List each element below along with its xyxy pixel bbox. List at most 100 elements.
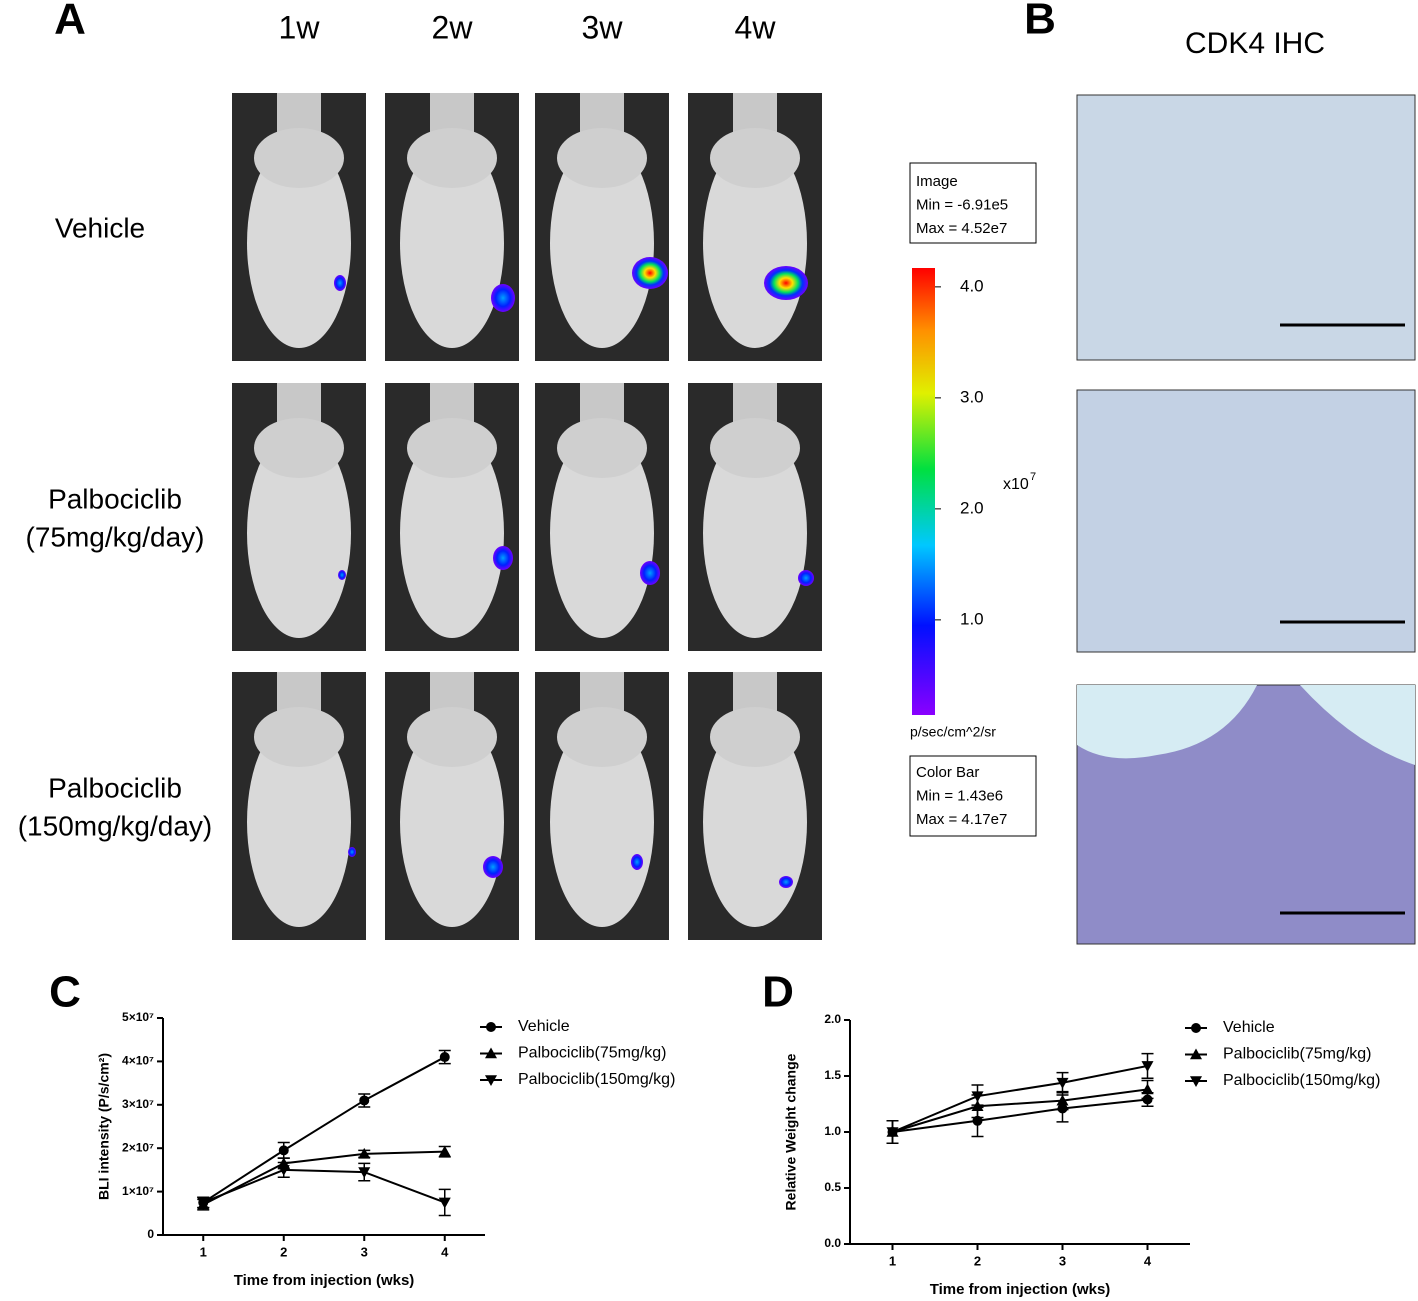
holder: [580, 383, 624, 423]
mouse-head: [557, 128, 647, 188]
holder: [733, 383, 777, 423]
legend-label: Vehicle: [1223, 1019, 1275, 1036]
marker: [486, 1022, 496, 1032]
y-tick-label: 3×10⁷: [122, 1097, 154, 1111]
marker: [1141, 1061, 1154, 1072]
signal: [338, 570, 346, 580]
ihc-images: [1076, 94, 1416, 945]
panel-label: C: [49, 968, 81, 1017]
column-label: 1w: [279, 9, 321, 45]
y-tick-label: 1.5: [824, 1068, 841, 1082]
mouse: [550, 428, 654, 638]
x-tick-label: 1: [889, 1253, 896, 1268]
marker: [1056, 1077, 1069, 1089]
x-tick-label: 2: [280, 1244, 287, 1259]
signal: [334, 275, 346, 291]
mouse: [400, 138, 504, 348]
signal: [632, 257, 668, 289]
color-bar-tick-label: 3.0: [960, 387, 984, 406]
y-tick-label: 1.0: [824, 1124, 841, 1138]
mouse-head: [254, 128, 344, 188]
y-tick-label: 0.5: [824, 1180, 841, 1194]
ihc-image: [1076, 389, 1416, 653]
holder: [733, 672, 777, 712]
holder: [277, 383, 321, 423]
holder: [580, 672, 624, 712]
marker: [438, 1145, 451, 1157]
y-tick-label: 2×10⁷: [122, 1140, 154, 1154]
y-tick-label: 0: [147, 1227, 154, 1241]
panel-label: D: [762, 968, 794, 1017]
marker: [197, 1197, 210, 1209]
mouse-head: [254, 418, 344, 478]
row-label: Vehicle: [55, 212, 145, 243]
x-tick-label: 3: [1059, 1253, 1066, 1268]
marker: [485, 1075, 497, 1086]
marker: [1141, 1083, 1154, 1095]
marker: [972, 1115, 983, 1126]
marker: [358, 1147, 371, 1159]
signal: [764, 266, 808, 300]
mouse: [703, 428, 807, 638]
legend-label: Palbociclib(150mg/kg): [518, 1071, 675, 1088]
signal: [631, 854, 643, 870]
y-axis-label: Relative Weight change: [783, 1053, 799, 1210]
holder: [430, 383, 474, 423]
column-label: 2w: [432, 9, 474, 45]
row-label: (150mg/kg/day): [18, 810, 213, 841]
series-line: [892, 1088, 1148, 1133]
holder: [277, 672, 321, 712]
mouse-head: [407, 128, 497, 188]
series-line: [892, 1064, 1148, 1133]
color-bar-exponent: 7: [1030, 471, 1036, 483]
info-text: Color Bar: [916, 764, 979, 781]
marker: [439, 1052, 450, 1063]
info-text: Image: [916, 173, 958, 190]
marker: [1191, 1023, 1201, 1033]
mouse: [247, 717, 351, 927]
signal: [798, 570, 814, 586]
row-label: (75mg/kg/day): [26, 521, 205, 552]
x-tick-label: 4: [1144, 1253, 1152, 1268]
column-label: 4w: [735, 9, 777, 45]
color-bar-tick-label: 4.0: [960, 276, 984, 295]
series-line: [202, 1150, 445, 1206]
legend-label: Palbociclib(75mg/kg): [518, 1045, 667, 1062]
marker: [485, 1047, 497, 1059]
y-tick-label: 2.0: [824, 1012, 841, 1026]
column-label: 3w: [582, 9, 624, 45]
series-line: [202, 1168, 446, 1204]
info-text: Min = -6.91e5: [916, 196, 1008, 213]
panel-label: A: [54, 0, 86, 44]
mouse: [550, 717, 654, 927]
signal: [491, 284, 515, 312]
holder: [733, 93, 777, 133]
marker: [1190, 1048, 1202, 1060]
marker: [359, 1095, 370, 1106]
panel-title: CDK4 IHC: [1185, 27, 1325, 60]
info-box: [909, 755, 1037, 837]
signal: [493, 546, 513, 570]
color-bar-tick-label: 2.0: [960, 498, 984, 517]
color-bar-tick-label: 1.0: [960, 609, 984, 628]
legend-label: Palbociclib(150mg/kg): [1223, 1072, 1380, 1089]
y-tick-label: 0.0: [824, 1236, 841, 1250]
x-tick-label: 2: [974, 1253, 981, 1268]
legend-label: Palbociclib(75mg/kg): [1223, 1046, 1372, 1063]
row-label: Palbociclib: [48, 772, 182, 803]
y-tick-label: 5×10⁷: [122, 1010, 154, 1024]
marker: [278, 1145, 289, 1156]
y-tick-label: 1×10⁷: [122, 1184, 154, 1198]
color-bar-multiplier: x10: [1003, 476, 1029, 493]
mouse: [247, 428, 351, 638]
mouse: [400, 428, 504, 638]
marker: [971, 1091, 984, 1103]
x-tick-label: 1: [200, 1244, 207, 1259]
mouse-head: [254, 707, 344, 767]
panel-label: B: [1024, 0, 1056, 44]
mouse-head: [557, 707, 647, 767]
marker: [438, 1197, 451, 1209]
mouse: [400, 717, 504, 927]
marker: [277, 1165, 290, 1176]
